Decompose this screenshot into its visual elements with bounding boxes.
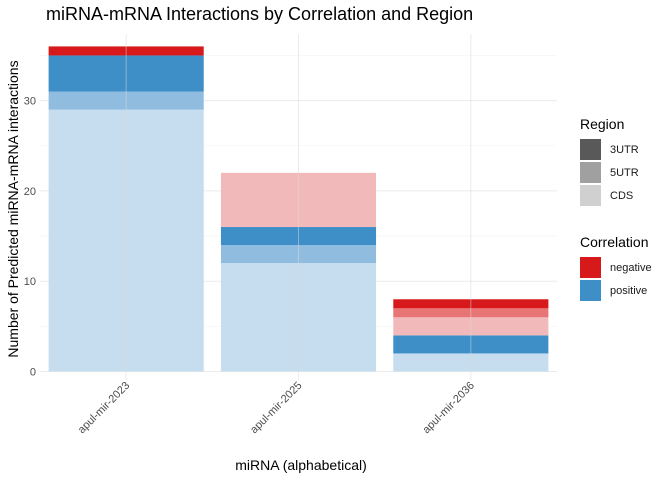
legend-region-key-cds: [580, 185, 601, 206]
legend-correlation-label-negative: negative: [610, 262, 652, 274]
legend-correlation: Correlation negative positive: [580, 234, 652, 301]
y-tick-label: 0: [30, 367, 36, 379]
legend-correlation-title: Correlation: [580, 234, 648, 250]
legend-region-key-5utr: [580, 162, 601, 183]
y-tick-label: 20: [24, 186, 36, 198]
y-tick-label: 30: [24, 96, 36, 108]
y-axis-ticks: 0 10 20 30: [24, 96, 36, 379]
x-tick-label: apul-mir-2023: [76, 380, 132, 436]
legend-region-label-cds: CDS: [610, 190, 633, 202]
vertical-grid: [125, 34, 472, 380]
y-axis-label: Number of Predicted miRNA-mRNA interacti…: [5, 60, 21, 357]
y-tick-label: 10: [24, 276, 36, 288]
legend-correlation-label-positive: positive: [610, 285, 647, 297]
legend-correlation-key-negative: [580, 257, 601, 278]
x-axis-label: miRNA (alphabetical): [235, 457, 367, 473]
legend-correlation-key-positive: [580, 280, 601, 301]
x-tick-label: apul-mir-2036: [420, 380, 476, 436]
legend-region-title: Region: [580, 116, 624, 132]
x-axis-ticks: apul-mir-2023 apul-mir-2025 apul-mir-2036: [76, 380, 477, 436]
legend-region-label-5utr: 5UTR: [610, 167, 639, 179]
legend-region: Region 3UTR 5UTR CDS: [580, 116, 639, 206]
chart-title: miRNA-mRNA Interactions by Correlation a…: [46, 4, 473, 24]
legend-region-label-3utr: 3UTR: [610, 144, 639, 156]
legend-region-key-3utr: [580, 139, 601, 160]
x-tick-label: apul-mir-2025: [248, 380, 304, 436]
